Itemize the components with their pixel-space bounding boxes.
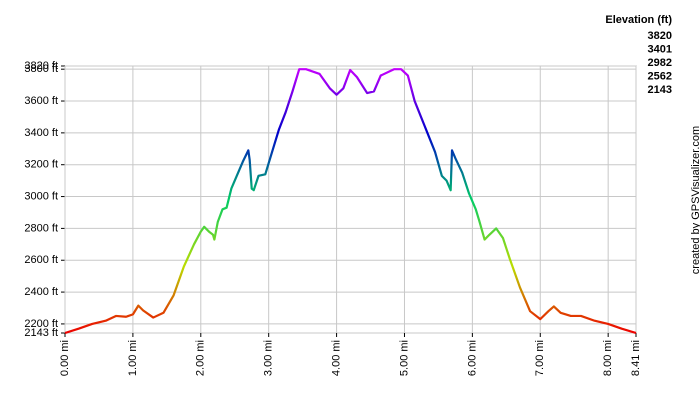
x-tick-label: 2.00 mi [195,340,207,376]
credit: created by GPSVisualizer.com [690,126,700,274]
y-tick-label: 3600 ft [24,95,58,107]
legend-value: 2982 [648,57,672,69]
y-tick-label: 2600 ft [24,254,58,266]
legend-value: 2143 [648,84,672,96]
y-tick-label: 2400 ft [24,286,58,298]
y-tick-label: 3800 ft [24,63,58,75]
legend-title: Elevation (ft) [605,14,672,26]
y-tick-label: 3820 ft [24,60,58,72]
x-tick-label: 6.00 mi [466,340,478,376]
y-tick-label: 3000 ft [24,190,58,202]
legend-value: 2562 [648,70,672,82]
x-tick-label: 3.00 mi [263,340,275,376]
y-tick-label: 2200 ft [24,318,58,330]
elevation-line [64,68,637,335]
y-tick-label: 2800 ft [24,222,58,234]
x-tick-label: 1.00 mi [127,340,139,376]
y-tick-label: 3200 ft [24,159,58,171]
x-tick-label: 8.00 mi [602,340,614,376]
legend-value: 3820 [648,30,672,42]
x-tick-label: 7.00 mi [534,340,546,376]
x-tick-label: 4.00 mi [330,340,342,376]
plot-frame [64,65,637,334]
legend-value: 3401 [648,43,672,55]
y-tick-label: 2143 ft [24,327,58,339]
x-tick-label: 0.00 mi [59,340,71,376]
y-tick-label: 3400 ft [24,127,58,139]
x-tick-label: 8.41 mi [630,340,642,376]
x-tick-label: 5.00 mi [398,340,410,376]
